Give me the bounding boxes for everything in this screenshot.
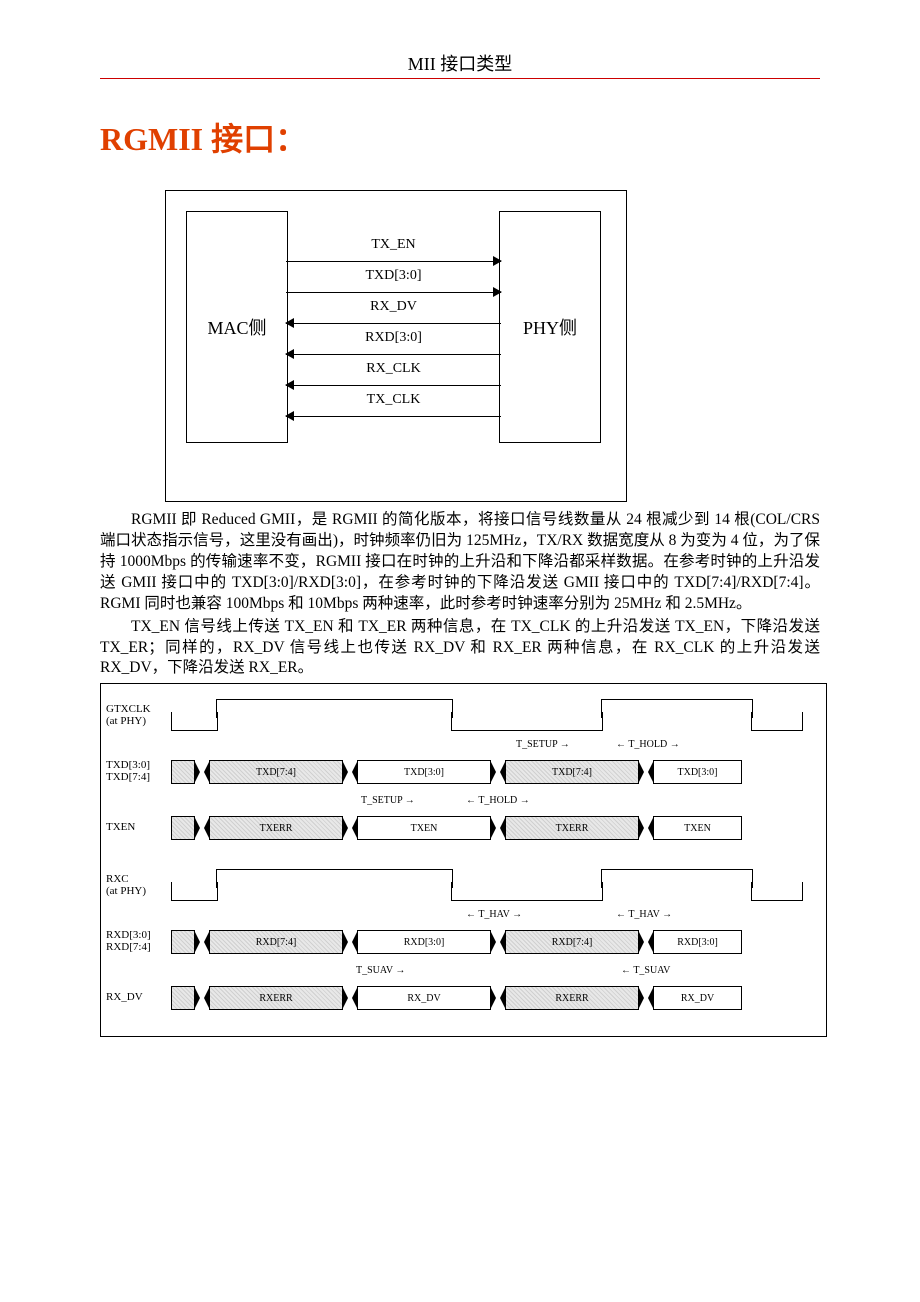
timing-data-segment [171, 986, 195, 1010]
timing-row-label: TXD[3:0]TXD[7:4] [106, 759, 171, 783]
timing-data-segment: TXERR [505, 816, 639, 840]
timing-waveform: TXERR TXEN TXERR TXEN [171, 811, 816, 843]
timing-note: T_SETUP → [516, 739, 570, 750]
mac-side-box: MAC侧 [186, 211, 288, 443]
timing-row-label: TXEN [106, 821, 171, 833]
timing-data-segment: RX_DV [653, 986, 742, 1010]
timing-diagram: GTXCLK(at PHY) T_SETUP → ← T_HOLD → TXD[3:0… [100, 683, 827, 1037]
phy-side-box: PHY侧 [499, 211, 601, 443]
timing-data-segment: RXERR [505, 986, 639, 1010]
timing-data-segment [171, 816, 195, 840]
timing-data-segment: RXD[7:4] [505, 930, 639, 954]
timing-row-label: RXD[3:0]RXD[7:4] [106, 929, 171, 953]
signal-line: RXD[3:0] [286, 324, 501, 355]
timing-note: ← T_SUAV [621, 965, 670, 976]
timing-data-segment: RXD[7:4] [209, 930, 343, 954]
timing-note: ← T_HOLD → [466, 795, 530, 806]
signal-line: TXD[3:0] [286, 262, 501, 293]
timing-note: ← T_HOLD → [616, 739, 680, 750]
paragraph-2: TX_EN 信号线上传送 TX_EN 和 TX_ER 两种信息，在 TX_CLK… [100, 617, 820, 680]
timing-waveform: RXERR RX_DV RXERR RX_DV [171, 981, 816, 1013]
timing-note: T_SETUP → [361, 795, 415, 806]
timing-data-segment: RXD[3:0] [653, 930, 742, 954]
timing-data-segment: RX_DV [357, 986, 491, 1010]
timing-row-label: GTXCLK(at PHY) [106, 703, 171, 727]
signal-line: RX_DV [286, 293, 501, 324]
timing-row-label: RXC(at PHY) [106, 873, 171, 897]
timing-data-segment: TXD[7:4] [505, 760, 639, 784]
timing-data-segment: RXERR [209, 986, 343, 1010]
timing-waveform [171, 699, 816, 731]
timing-waveform [171, 869, 816, 901]
signal-line: TX_CLK [286, 386, 501, 417]
timing-data-segment: TXERR [209, 816, 343, 840]
section-title: RGMII 接口： [100, 114, 820, 160]
page-header: MII 接口类型 [100, 50, 820, 79]
timing-data-segment: TXD[3:0] [357, 760, 491, 784]
timing-data-segment: TXEN [357, 816, 491, 840]
timing-data-segment: TXD[7:4] [209, 760, 343, 784]
signal-line: TX_EN [286, 231, 501, 262]
timing-data-segment: TXEN [653, 816, 742, 840]
timing-note: ← T_HAV → [616, 909, 672, 920]
timing-data-segment: TXD[3:0] [653, 760, 742, 784]
block-diagram: MAC侧 PHY侧 TX_ENTXD[3:0]RX_DVRXD[3:0]RX_C… [165, 190, 627, 502]
timing-data-segment [171, 760, 195, 784]
signal-line: RX_CLK [286, 355, 501, 386]
timing-data-segment [171, 930, 195, 954]
timing-waveform: RXD[7:4] RXD[3:0] RXD[7:4] RXD[3:0] [171, 925, 816, 957]
paragraph-1: RGMII 即 Reduced GMII，是 RGMII 的简化版本，将接口信号… [100, 510, 820, 615]
timing-note: T_SUAV → [356, 965, 405, 976]
timing-waveform: TXD[7:4] TXD[3:0] TXD[7:4] TXD[3:0] [171, 755, 816, 787]
timing-note: ← T_HAV → [466, 909, 522, 920]
timing-data-segment: RXD[3:0] [357, 930, 491, 954]
timing-row-label: RX_DV [106, 991, 171, 1003]
